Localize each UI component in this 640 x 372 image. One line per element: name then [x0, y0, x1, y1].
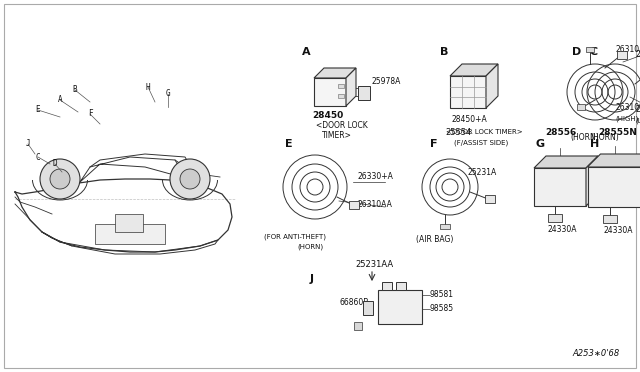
Bar: [314, 78, 346, 106]
Bar: [485, 195, 495, 203]
Bar: [440, 224, 450, 229]
Text: 25231A: 25231A: [468, 168, 497, 177]
Text: <DOOR LOCK TIMER>: <DOOR LOCK TIMER>: [446, 129, 523, 135]
Bar: [548, 214, 562, 222]
Bar: [95, 224, 165, 244]
Text: 98585: 98585: [430, 304, 454, 313]
Bar: [603, 215, 617, 223]
Text: (HORN): (HORN): [591, 133, 620, 142]
Circle shape: [50, 169, 70, 189]
Text: 26310A: 26310A: [615, 45, 640, 54]
Text: A: A: [302, 47, 310, 57]
Bar: [115, 214, 143, 232]
Text: 24330A: 24330A: [603, 226, 632, 235]
Text: 25231AA: 25231AA: [355, 260, 393, 269]
Circle shape: [180, 169, 200, 189]
Bar: [588, 167, 640, 207]
Text: 26330: 26330: [635, 105, 640, 114]
Text: 28450: 28450: [312, 111, 343, 120]
Text: 28555N: 28555N: [598, 128, 637, 137]
Text: 25978A: 25978A: [371, 77, 401, 86]
Bar: [354, 322, 362, 330]
Text: (FOR ANTI-THEFT): (FOR ANTI-THEFT): [264, 234, 326, 241]
Text: B: B: [73, 86, 77, 94]
Text: D: D: [572, 47, 581, 57]
Text: 26310AA: 26310AA: [357, 200, 392, 209]
Bar: [396, 282, 406, 290]
Text: F: F: [88, 109, 92, 119]
Text: B: B: [440, 47, 449, 57]
Polygon shape: [314, 68, 356, 78]
Text: J: J: [26, 140, 30, 148]
Text: (HIGH): (HIGH): [615, 115, 638, 122]
Bar: [382, 282, 392, 290]
Text: 24330A: 24330A: [548, 225, 577, 234]
Text: (F/ASSIST SIDE): (F/ASSIST SIDE): [454, 139, 508, 145]
Bar: [577, 104, 585, 110]
Bar: [363, 301, 373, 315]
Circle shape: [40, 159, 80, 199]
Text: (HORN): (HORN): [571, 133, 600, 142]
Text: C: C: [36, 153, 40, 161]
Text: H: H: [590, 139, 599, 149]
Text: H: H: [146, 83, 150, 92]
Text: C: C: [590, 47, 598, 57]
Bar: [586, 47, 594, 52]
Text: 28556: 28556: [545, 128, 576, 137]
Text: G: G: [535, 139, 544, 149]
Text: (LOW): (LOW): [635, 117, 640, 124]
Bar: [534, 168, 586, 206]
Polygon shape: [588, 154, 640, 167]
Bar: [378, 290, 422, 324]
Text: 26310: 26310: [615, 103, 639, 112]
Polygon shape: [450, 64, 498, 76]
Polygon shape: [486, 64, 498, 108]
Bar: [450, 76, 486, 108]
Polygon shape: [586, 156, 598, 206]
Text: G: G: [166, 90, 170, 99]
Text: E: E: [36, 106, 40, 115]
Text: 26310A: 26310A: [635, 50, 640, 59]
Bar: [358, 86, 370, 100]
Text: E: E: [285, 139, 292, 149]
Text: J: J: [310, 274, 314, 284]
Bar: [349, 201, 359, 209]
Text: <DOOR LOCK: <DOOR LOCK: [316, 121, 368, 130]
Bar: [338, 84, 344, 88]
Bar: [338, 94, 344, 98]
Text: 66860B: 66860B: [340, 298, 369, 307]
Text: D: D: [52, 160, 58, 169]
Text: 28450+A: 28450+A: [452, 115, 488, 124]
Text: 98581: 98581: [430, 290, 454, 299]
Text: F: F: [430, 139, 438, 149]
Text: (AIR BAG): (AIR BAG): [416, 235, 454, 244]
Text: 26330+A: 26330+A: [357, 172, 393, 181]
Polygon shape: [534, 156, 598, 168]
Text: 25554: 25554: [445, 128, 471, 137]
Text: A253∗0'68: A253∗0'68: [573, 349, 620, 358]
Circle shape: [170, 159, 210, 199]
Text: A: A: [58, 96, 62, 105]
Text: (HORN): (HORN): [297, 244, 323, 250]
Polygon shape: [346, 68, 356, 106]
Text: TIMER>: TIMER>: [322, 131, 352, 140]
Bar: [617, 51, 627, 59]
